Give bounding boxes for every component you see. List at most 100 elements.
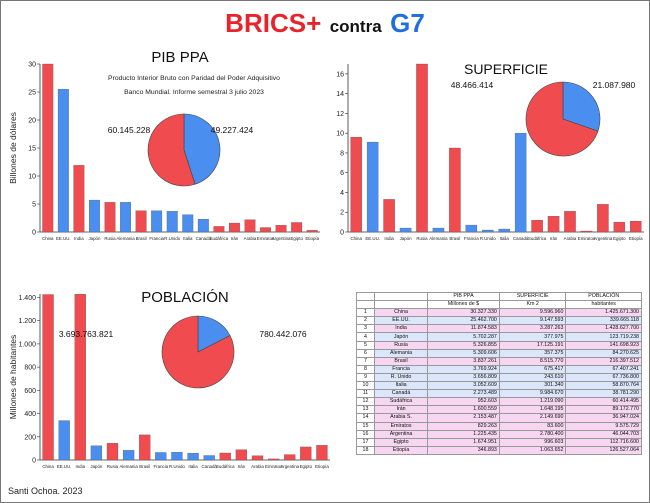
bar-ee-uu- — [58, 420, 70, 461]
main-title: BRICS+ contra G7 — [0, 8, 650, 39]
bar-india — [383, 199, 395, 233]
y-tick-label: 14 — [336, 91, 344, 98]
x-tick-label: EE.UU. — [365, 236, 380, 241]
bar-ir-n — [229, 222, 240, 233]
chart-subtitle: Producto Interior Bruto con Paridad del … — [108, 75, 280, 82]
row-value: 675.417 — [498, 364, 567, 374]
bar-emiratos — [260, 227, 271, 233]
row-country: Irán — [373, 405, 429, 415]
bar-alemania — [120, 202, 131, 233]
table-header: PIB PPA — [427, 291, 500, 302]
table-row: 11 Canadá 2.273.489 9.984.670 38.781.290 — [356, 389, 642, 399]
bar-italia — [187, 453, 199, 461]
x-tick-label: Canadá — [201, 464, 217, 469]
table-header: SUPERFICIE — [498, 291, 567, 302]
pie-label-g7: 21.087.980 — [593, 80, 636, 90]
pie-slice-brics — [147, 113, 196, 187]
row-value: 2.153.487 — [427, 413, 500, 423]
x-tick-label: Arabia — [244, 236, 257, 241]
x-tick-label: Rusia — [104, 236, 116, 241]
title-contra: contra — [329, 17, 382, 36]
row-value: 60.414.495 — [565, 397, 642, 407]
table-row: 7 Brasil 3.837.261 8.515.770 216.397.512 — [356, 356, 642, 366]
x-tick-label: China — [42, 464, 54, 469]
row-index: 6 — [356, 348, 375, 358]
bar-jap-n — [89, 199, 100, 233]
bar-etiop-a — [306, 230, 318, 233]
x-tick-label: EE.UU. — [57, 464, 72, 469]
y-tick-label: 0 — [32, 230, 36, 237]
row-value: 3.656.809 — [427, 372, 500, 383]
x-tick-label: Francia — [154, 464, 169, 469]
row-index: 2 — [356, 316, 375, 326]
footer-credit: Santi Ochoa. 2023 — [8, 486, 83, 496]
x-tick-label: Francia — [464, 236, 479, 241]
row-value: 9.984.670 — [498, 389, 567, 399]
row-value: 9.147.593 — [498, 316, 567, 326]
bar-china — [350, 136, 362, 233]
x-tick-label: R.Unido — [169, 464, 185, 469]
row-value: 30.327.330 — [427, 308, 500, 318]
bar-ir-n — [235, 449, 248, 461]
x-tick-label: Italia — [188, 464, 198, 469]
y-tick-label: 0 — [340, 230, 344, 237]
bar-sud-frica — [213, 226, 225, 233]
row-value: 141.698.923 — [565, 340, 642, 350]
x-tick-label: China — [350, 236, 362, 241]
y-tick-label: 200 — [24, 434, 36, 441]
row-value: 3.837.261 — [427, 356, 500, 366]
row-value: 301.340 — [498, 381, 567, 391]
bar-italia — [182, 214, 194, 233]
y-tick-label: 1.200 — [18, 318, 36, 325]
row-value: 1.063.652 — [498, 445, 567, 455]
x-tick-label: India — [76, 464, 86, 469]
y-tick-label: 25 — [28, 90, 36, 97]
y-tick-label: 12 — [336, 111, 344, 118]
y-tick-label: 4 — [340, 190, 344, 197]
row-country: Alemania — [373, 348, 429, 358]
x-tick-label: Francia — [149, 236, 164, 241]
x-tick-label: Rusia — [416, 236, 428, 241]
row-value: 38.781.290 — [565, 389, 642, 399]
row-country: Brasil — [373, 356, 429, 366]
x-tick-label: Italia — [183, 236, 193, 241]
row-country: Etiopía — [373, 445, 429, 455]
bar-jap-n — [90, 445, 103, 461]
y-tick-label: 6 — [340, 170, 344, 177]
row-value: 1.425.671.300 — [565, 308, 642, 318]
bar-canad- — [514, 133, 527, 233]
row-country: China — [373, 308, 429, 318]
row-value: 83.600 — [498, 421, 567, 431]
x-tick-label: Alemania — [119, 464, 138, 469]
y-tick-label: 400 — [24, 411, 36, 418]
bar-francia — [151, 210, 163, 233]
row-value: 17.125.191 — [498, 340, 567, 350]
table-row: 17 Egipto 1.674.951 996.603 112.716.600 — [356, 437, 642, 447]
row-value: 46.044.703 — [565, 429, 642, 439]
table-row: 10 Italia 3.052.609 301.340 58.870.764 — [356, 381, 642, 391]
row-country: Emiratos — [373, 421, 429, 431]
row-value: 357.375 — [498, 348, 567, 358]
bar-china — [42, 294, 54, 461]
bar-ir-n — [547, 216, 560, 233]
row-value: 1.219.090 — [498, 397, 567, 407]
table-header — [356, 291, 375, 302]
row-value: 377.975 — [498, 332, 567, 342]
row-value: 67.736.800 — [565, 372, 642, 383]
bar-emiratos — [267, 458, 280, 461]
row-value: 339.665.118 — [565, 316, 642, 326]
x-tick-label: Brasil — [136, 236, 147, 241]
table-header — [373, 291, 429, 302]
x-tick-label: Japón — [400, 236, 413, 241]
y-axis-label: Billones de dólares — [8, 112, 18, 184]
row-country: Francia — [373, 364, 429, 374]
row-index: 8 — [356, 364, 375, 374]
bar-francia — [465, 224, 478, 233]
row-value: 3.287.263 — [498, 324, 567, 334]
bar-brasil — [135, 210, 147, 233]
pie-slice-g7 — [562, 81, 601, 132]
row-value: 952.603 — [427, 397, 500, 407]
x-tick-label: Brasil — [449, 236, 460, 241]
x-tick-label: Japón — [90, 464, 103, 469]
bar-r-unido — [171, 451, 183, 461]
